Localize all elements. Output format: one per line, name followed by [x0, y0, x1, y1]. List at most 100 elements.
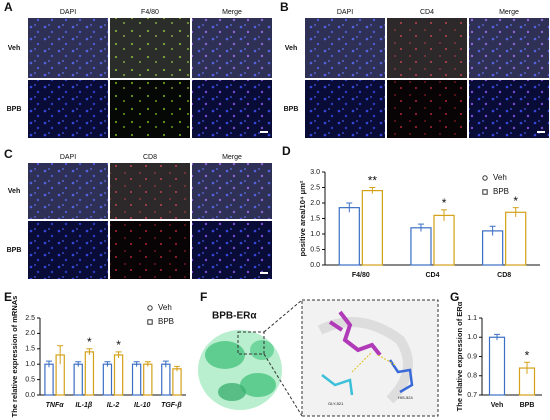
micrograph [28, 163, 108, 219]
column-header: DAPI [60, 154, 76, 161]
x-tick-label: IL-10 [134, 402, 150, 409]
column-header: DAPI [337, 9, 353, 16]
row-label: Veh [8, 45, 20, 52]
bar [44, 363, 54, 396]
micrograph [192, 163, 272, 219]
y-tick-label: 0.7 [467, 392, 477, 399]
legend-marker [482, 189, 488, 195]
structure-title: BPB-ERα [212, 311, 257, 322]
bar [73, 363, 83, 396]
significance: * [513, 194, 518, 208]
panel-label: E [4, 290, 12, 304]
y-tick-label: 0.0 [25, 392, 35, 399]
y-tick-label: 1.0 [25, 361, 35, 368]
panel-label: G [450, 290, 459, 304]
y-tick-label: 0.5 [25, 376, 35, 383]
column-header: Merge [222, 9, 242, 16]
row-label: Veh [285, 45, 297, 52]
micrograph [28, 80, 108, 138]
column-header: F4/80 [141, 9, 159, 16]
column-header: Merge [222, 154, 242, 161]
y-axis-label: The relative expression of mRNAs [10, 296, 19, 418]
y-tick-label: 1.0 [467, 334, 477, 341]
x-tick-label: Veh [491, 402, 503, 409]
row-label: Veh [8, 188, 20, 195]
legend-label: Veh [493, 173, 507, 182]
micrograph [192, 80, 272, 138]
bar [161, 363, 171, 396]
column-header: CD4 [420, 9, 434, 16]
bar [488, 336, 506, 396]
y-tick-label: 2.5 [310, 184, 320, 191]
y-tick-label: 0.9 [467, 353, 477, 360]
y-axis-label: The relative expression of ERα [455, 301, 464, 411]
x-tick-label: TNFα [46, 402, 65, 409]
significance: * [525, 348, 530, 362]
residue-label: GLY-521 [328, 401, 344, 406]
significance: * [87, 335, 92, 349]
column-header: Merge [499, 9, 519, 16]
bar [505, 211, 527, 266]
legend-label: BPB [158, 317, 174, 326]
panel-label: F [200, 290, 207, 304]
x-tick-label: TGF-β [161, 402, 182, 409]
micrograph [192, 18, 272, 78]
legend-marker [147, 305, 153, 311]
y-tick-label: 2.5 [25, 315, 35, 322]
bar [433, 214, 455, 266]
bar [113, 354, 124, 396]
y-tick-label: 1.1 [467, 315, 477, 322]
bar [131, 363, 142, 396]
y-axis-label: positive area/10⁴ μm² [298, 180, 307, 256]
x-tick-label: IL-1β [75, 402, 92, 409]
y-tick-label: 0.5 [310, 246, 320, 253]
bar [338, 207, 360, 266]
y-tick-label: 1.5 [25, 346, 35, 353]
micrograph [28, 18, 108, 78]
y-tick-label: 2.0 [25, 330, 35, 337]
y-tick-label: 0.8 [467, 373, 477, 380]
x-tick-label: CD4 [425, 272, 439, 279]
y-tick-label: 1.0 [310, 231, 320, 238]
micrograph [469, 80, 549, 138]
x-tick-label: BPB [520, 402, 535, 409]
micrograph [110, 221, 190, 279]
bar [361, 190, 384, 266]
micrograph [305, 18, 385, 78]
column-header: CD8 [143, 154, 157, 161]
x-tick-label: CD8 [497, 272, 511, 279]
y-tick-label: 3.0 [310, 169, 320, 176]
protein-structure [198, 299, 439, 417]
legend-label: BPB [493, 187, 509, 196]
row-label: BPB [7, 247, 22, 254]
panel-label: B [280, 0, 289, 14]
significance: ** [368, 174, 378, 188]
x-tick-label: F4/80 [352, 272, 370, 279]
bar [102, 363, 113, 396]
bar [143, 363, 153, 396]
micrograph [110, 18, 190, 78]
bar [482, 230, 504, 266]
micrograph [387, 80, 467, 138]
panel-label: C [4, 147, 13, 161]
micrograph [305, 80, 385, 138]
micrograph [28, 221, 108, 279]
y-tick-label: 0.0 [310, 262, 320, 269]
legend-marker [482, 175, 488, 181]
bar [410, 227, 432, 266]
micrograph [110, 80, 190, 138]
y-tick-label: 1.5 [310, 215, 320, 222]
micrograph [192, 221, 272, 279]
panel-label: A [4, 0, 13, 14]
y-tick-label: 2.0 [310, 200, 320, 207]
micrograph [387, 18, 467, 78]
bar [84, 351, 95, 396]
bar [172, 368, 182, 396]
row-label: BPB [7, 106, 22, 113]
residue-label: HIS-524 [398, 395, 413, 400]
legend-label: Veh [158, 303, 172, 312]
significance: * [442, 196, 447, 210]
row-label: BPB [284, 106, 299, 113]
micrograph [110, 163, 190, 219]
